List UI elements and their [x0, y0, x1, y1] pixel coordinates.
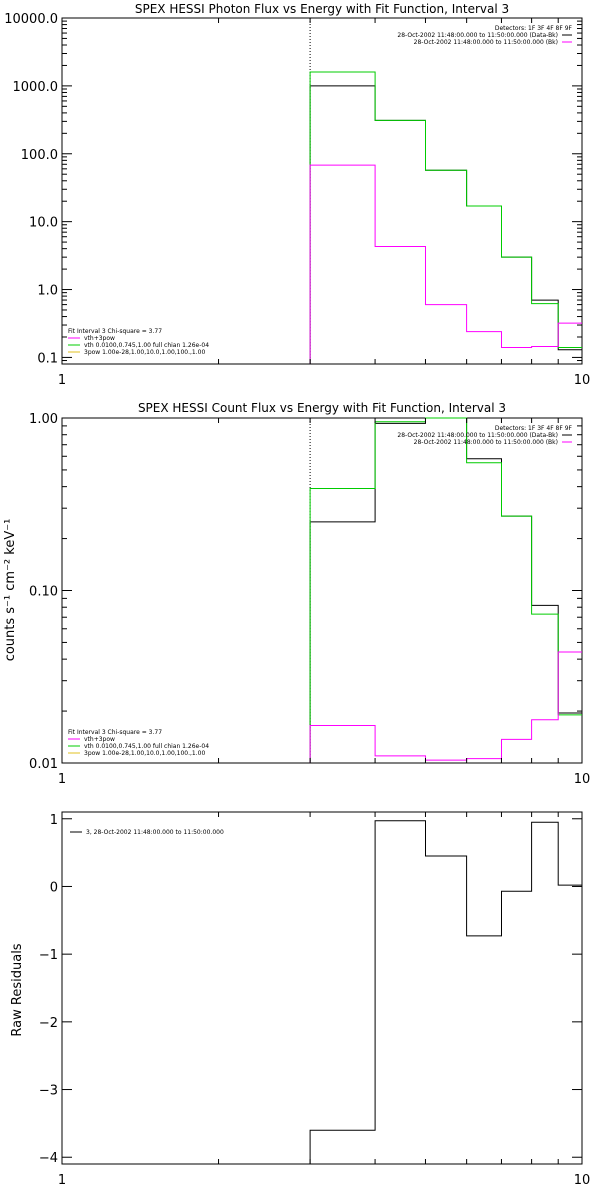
- legend-bottom-left: Fit Interval 3 Chi-square = 3.77 vth+3po…: [68, 729, 209, 757]
- x-tick-label: 10: [574, 772, 591, 787]
- legend-detectors: Detectors: 1F 3F 4F 8F 9F: [495, 25, 573, 32]
- x-tick-label: 1: [58, 373, 66, 388]
- series-line-2: [309, 651, 582, 763]
- plot-frame: [61, 417, 583, 764]
- x-tick-label: 1: [58, 772, 66, 787]
- residuals-panel: Raw Residuals −4 −3 −2 −1 0 1 1 10 3, 28-Oct-20…: [10, 811, 591, 1188]
- chart-title: SPEX HESSI Count Flux vs Energy with Fit…: [138, 401, 506, 415]
- y-axis-label: counts s⁻¹ cm⁻² keV⁻¹: [3, 519, 18, 662]
- legend-fit-interval: Fit Interval 3 Chi-square = 3.77: [68, 328, 162, 335]
- legend-top-right: Detectors: 1F 3F 4F 8F 9F 28-Oct-2002 11…: [397, 425, 572, 446]
- y-tick-label: 0.10: [29, 585, 58, 600]
- legend-entry-3pow: 3pow 1.00e-28,1.00,10.0,1.00,100.,1.00: [84, 750, 205, 757]
- x-tick-label: 10: [574, 373, 591, 388]
- legend-entry-residual: 3, 28-Oct-2002 11:48:00.000 to 11:50:00.…: [86, 829, 224, 836]
- chart-title: SPEX HESSI Photon Flux vs Energy with Fi…: [135, 2, 509, 16]
- series-line-1: [309, 71, 582, 364]
- y-tick-label: 0.1: [37, 351, 58, 366]
- y-tick-label: 1.0: [37, 284, 58, 299]
- legend-entry-vth: vth 0.0100,0.745,1.00 full chian 1.26e-0…: [84, 743, 209, 750]
- y-tick-label: −2: [39, 1016, 58, 1031]
- y-tick-label: −1: [39, 948, 58, 963]
- legend-entry-total: vth+3pow: [84, 736, 115, 743]
- legend-entry-total: vth+3pow: [84, 335, 115, 342]
- y-axis-label: Raw Residuals: [10, 943, 25, 1036]
- y-tick-label: 1: [50, 813, 58, 828]
- y-tick-label: 10.0: [29, 216, 58, 231]
- series-line-0: [309, 85, 582, 364]
- legend-detectors: Detectors: 1F 3F 4F 8F 9F: [495, 425, 573, 432]
- legend-top-left: 3, 28-Oct-2002 11:48:00.000 to 11:50:00.…: [70, 829, 224, 836]
- x-tick-label: 1: [58, 1173, 66, 1188]
- y-tick-label: −3: [39, 1084, 58, 1099]
- legend-entry-bk: 28-Oct-2002 11:48:00.000 to 11:50:00.000…: [414, 39, 558, 46]
- y-tick-label: −4: [39, 1151, 58, 1166]
- series-line-0: [309, 820, 582, 1164]
- y-tick-label: 1.00: [29, 412, 58, 427]
- y-tick-label: 1000.0: [13, 80, 59, 95]
- count-flux-panel: SPEX HESSI Count Flux vs Energy with Fit…: [3, 401, 590, 787]
- legend-top-right: Detectors: 1F 3F 4F 8F 9F 28-Oct-2002 11…: [397, 25, 572, 46]
- plot-frame: [61, 811, 583, 1165]
- y-tick-label: 10000.0: [4, 12, 58, 27]
- legend-entry-vth: vth 0.0100,0.745,1.00 full chian 1.26e-0…: [84, 342, 209, 349]
- y-tick-label: 100.0: [21, 148, 58, 163]
- series-line-0: [309, 417, 582, 763]
- legend-entry-bk: 28-Oct-2002 11:48:00.000 to 11:50:00.000…: [414, 439, 558, 446]
- legend-entry-data-bk: 28-Oct-2002 11:48:00.000 to 11:50:00.000…: [397, 32, 558, 39]
- photon-flux-panel: SPEX HESSI Photon Flux vs Energy with Fi…: [4, 2, 590, 388]
- legend-entry-data-bk: 28-Oct-2002 11:48:00.000 to 11:50:00.000…: [397, 432, 558, 439]
- legend-fit-interval: Fit Interval 3 Chi-square = 3.77: [68, 729, 162, 736]
- legend-bottom-left: Fit Interval 3 Chi-square = 3.77 vth+3po…: [68, 328, 209, 356]
- legend-entry-3pow: 3pow 1.00e-28,1.00,10.0,1.00,100.,1.00: [84, 349, 205, 356]
- series-line-2: [309, 164, 582, 364]
- y-tick-label: 0.01: [29, 757, 58, 772]
- y-tick-label: 0: [50, 880, 58, 895]
- series-line-1: [309, 417, 582, 763]
- plot-frame: [61, 17, 583, 365]
- x-tick-label: 10: [574, 1173, 591, 1188]
